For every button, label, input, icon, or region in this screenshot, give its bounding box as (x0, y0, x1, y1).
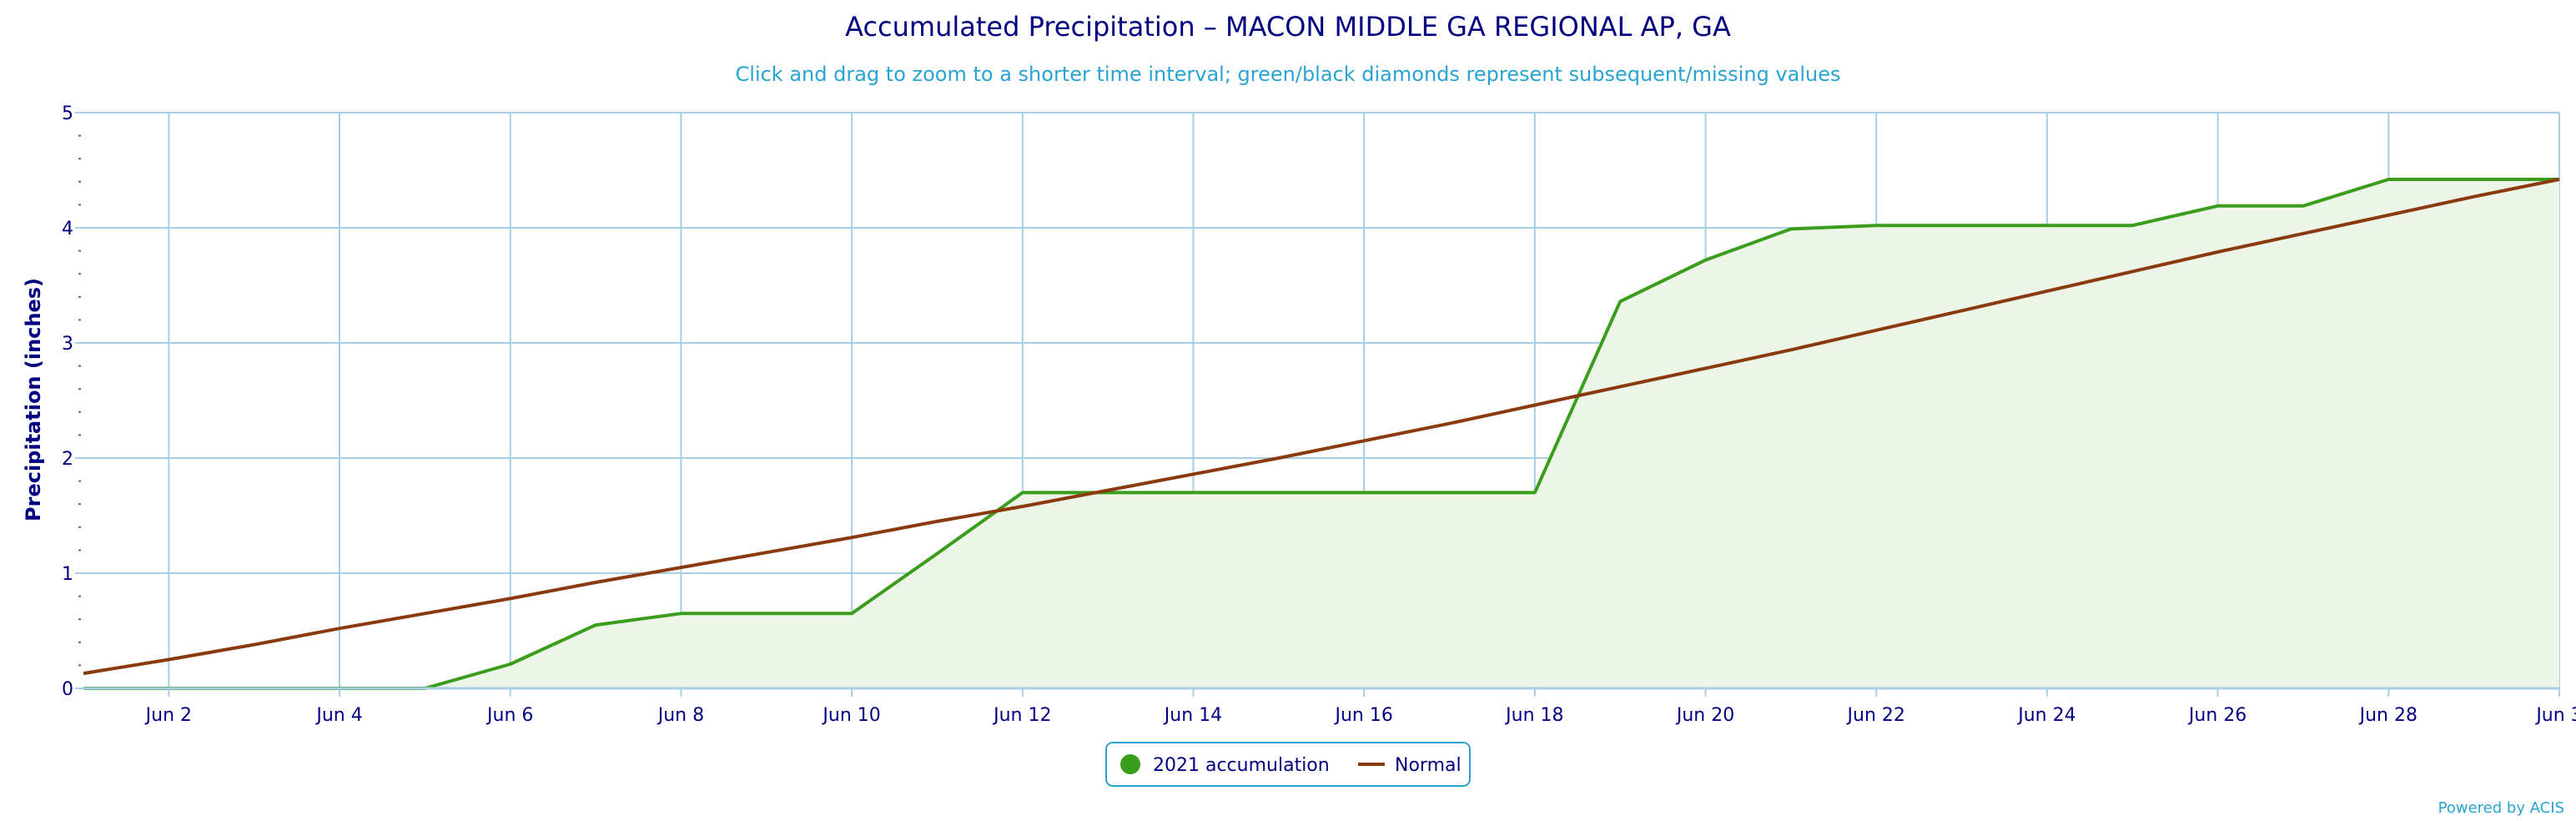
x-tick-label: Jun 24 (2016, 705, 2075, 726)
normal-point[interactable] (2298, 229, 2308, 239)
accumulation-point[interactable] (1188, 487, 1198, 497)
normal-point[interactable] (2042, 286, 2052, 296)
x-tick-label: Jun 26 (2187, 705, 2246, 726)
chart-title: Accumulated Precipitation – MACON MIDDLE… (845, 11, 1731, 43)
accumulation-point[interactable] (1615, 296, 1625, 306)
accumulation-point[interactable] (676, 608, 686, 618)
normal-point[interactable] (2554, 174, 2564, 184)
normal-point[interactable] (1530, 400, 1540, 410)
x-tick-labels: Jun 2 Jun 4 Jun 6 Jun 8 Jun 10 Jun 12 Jun 14 Ju… (144, 705, 2576, 726)
normal-point[interactable] (762, 547, 772, 557)
normal-point[interactable] (1274, 453, 1284, 463)
x-tick-label: Jun 10 (821, 705, 880, 726)
normal-point[interactable] (1701, 363, 1711, 373)
accumulation-line[interactable] (83, 178, 2559, 690)
area-layer (83, 179, 2559, 688)
normal-point[interactable] (506, 593, 516, 603)
normal-point[interactable] (1786, 345, 1796, 355)
normal-point[interactable] (1018, 501, 1028, 511)
accumulation-point[interactable] (591, 620, 601, 630)
accumulation-point[interactable] (1786, 224, 1796, 234)
accumulation-point[interactable] (1445, 487, 1455, 497)
legend-item-normal[interactable]: Normal (1358, 755, 1462, 776)
x-tick-label: Jun 18 (1504, 705, 1563, 726)
accumulation-point[interactable] (762, 608, 772, 618)
minor-ticks (78, 134, 81, 667)
normal-point[interactable] (1103, 486, 1113, 496)
y-tick-label: 0 (62, 679, 73, 700)
accumulation-point[interactable] (2042, 220, 2052, 230)
normal-point[interactable] (1359, 436, 1369, 446)
normal-point[interactable] (2469, 192, 2479, 202)
normal-point[interactable] (2213, 247, 2223, 257)
x-tick-label: Jun 14 (1163, 705, 1222, 726)
legend-normal-label: Normal (1395, 755, 1462, 776)
y-tick-labels: 0 1 2 3 4 5 (62, 103, 73, 700)
x-tick-label: Jun 2 (144, 705, 192, 726)
y-tick-label: 3 (62, 334, 73, 355)
normal-point[interactable] (932, 516, 942, 526)
x-tick-label: Jun 28 (2358, 705, 2418, 726)
accumulation-point[interactable] (2298, 201, 2308, 211)
accumulation-point[interactable] (1274, 487, 1284, 497)
x-tick-label: Jun 6 (486, 705, 533, 726)
normal-point[interactable] (676, 562, 686, 572)
normal-point[interactable] (164, 655, 174, 665)
accumulation-point[interactable] (1359, 487, 1369, 497)
normal-point[interactable] (2383, 210, 2393, 220)
x-tick-label: Jun 16 (1333, 705, 1392, 726)
x-tick-label: Jun 12 (992, 705, 1051, 726)
normal-point[interactable] (1445, 419, 1455, 429)
accumulation-area-fill (83, 179, 2559, 688)
y-tick-label: 4 (62, 219, 73, 239)
normal-point[interactable] (249, 640, 259, 650)
accumulation-point[interactable] (2469, 174, 2479, 184)
accumulation-point[interactable] (1957, 220, 1967, 230)
normal-point[interactable] (2127, 266, 2137, 276)
normal-point[interactable] (847, 532, 857, 542)
accumulation-point[interactable] (2127, 220, 2137, 230)
accumulation-point[interactable] (847, 608, 857, 618)
normal-point[interactable] (335, 623, 345, 633)
credits-link[interactable]: Powered by ACIS (2438, 799, 2564, 817)
accumulation-point[interactable] (2383, 174, 2393, 184)
normal-point[interactable] (1615, 381, 1625, 391)
x-tick-label: Jun 4 (314, 705, 362, 726)
accumulation-point[interactable] (1530, 487, 1540, 497)
normal-point[interactable] (420, 608, 430, 618)
accumulation-point[interactable] (1871, 220, 1881, 230)
accumulation-point[interactable] (1018, 487, 1028, 497)
legend-accumulation-label: 2021 accumulation (1153, 755, 1330, 776)
accumulation-point[interactable] (506, 659, 516, 669)
legend-accumulation-marker (1120, 754, 1140, 774)
y-tick-label: 1 (62, 564, 73, 585)
normal-line[interactable] (83, 178, 2560, 676)
x-tick-label: Jun 20 (1675, 705, 1734, 726)
accumulation-point[interactable] (1701, 255, 1711, 265)
normal-point[interactable] (1871, 325, 1881, 335)
x-tick-label: Jun 22 (1846, 705, 1905, 726)
normal-point[interactable] (78, 668, 88, 678)
chart-subtitle: Click and drag to zoom to a shorter time… (736, 63, 1841, 86)
y-tick-label: 2 (62, 449, 73, 470)
line-layer (78, 174, 2564, 690)
legend[interactable]: 2021 accumulation Normal (1105, 742, 1471, 787)
y-tick-label: 5 (62, 103, 73, 124)
y-axis-title: Precipitation (inches) (22, 278, 45, 521)
normal-point[interactable] (1957, 305, 1967, 315)
x-tick-label: Jun 3 (2534, 705, 2576, 726)
axis-layer (75, 112, 2560, 697)
x-tick-label: Jun 8 (657, 705, 704, 726)
legend-box (1105, 742, 1471, 787)
accumulation-point[interactable] (932, 549, 942, 559)
normal-point[interactable] (591, 577, 601, 587)
normal-point[interactable] (1188, 469, 1198, 479)
legend-item-accumulation[interactable]: 2021 accumulation (1120, 754, 1330, 776)
accumulation-point[interactable] (2213, 201, 2223, 211)
